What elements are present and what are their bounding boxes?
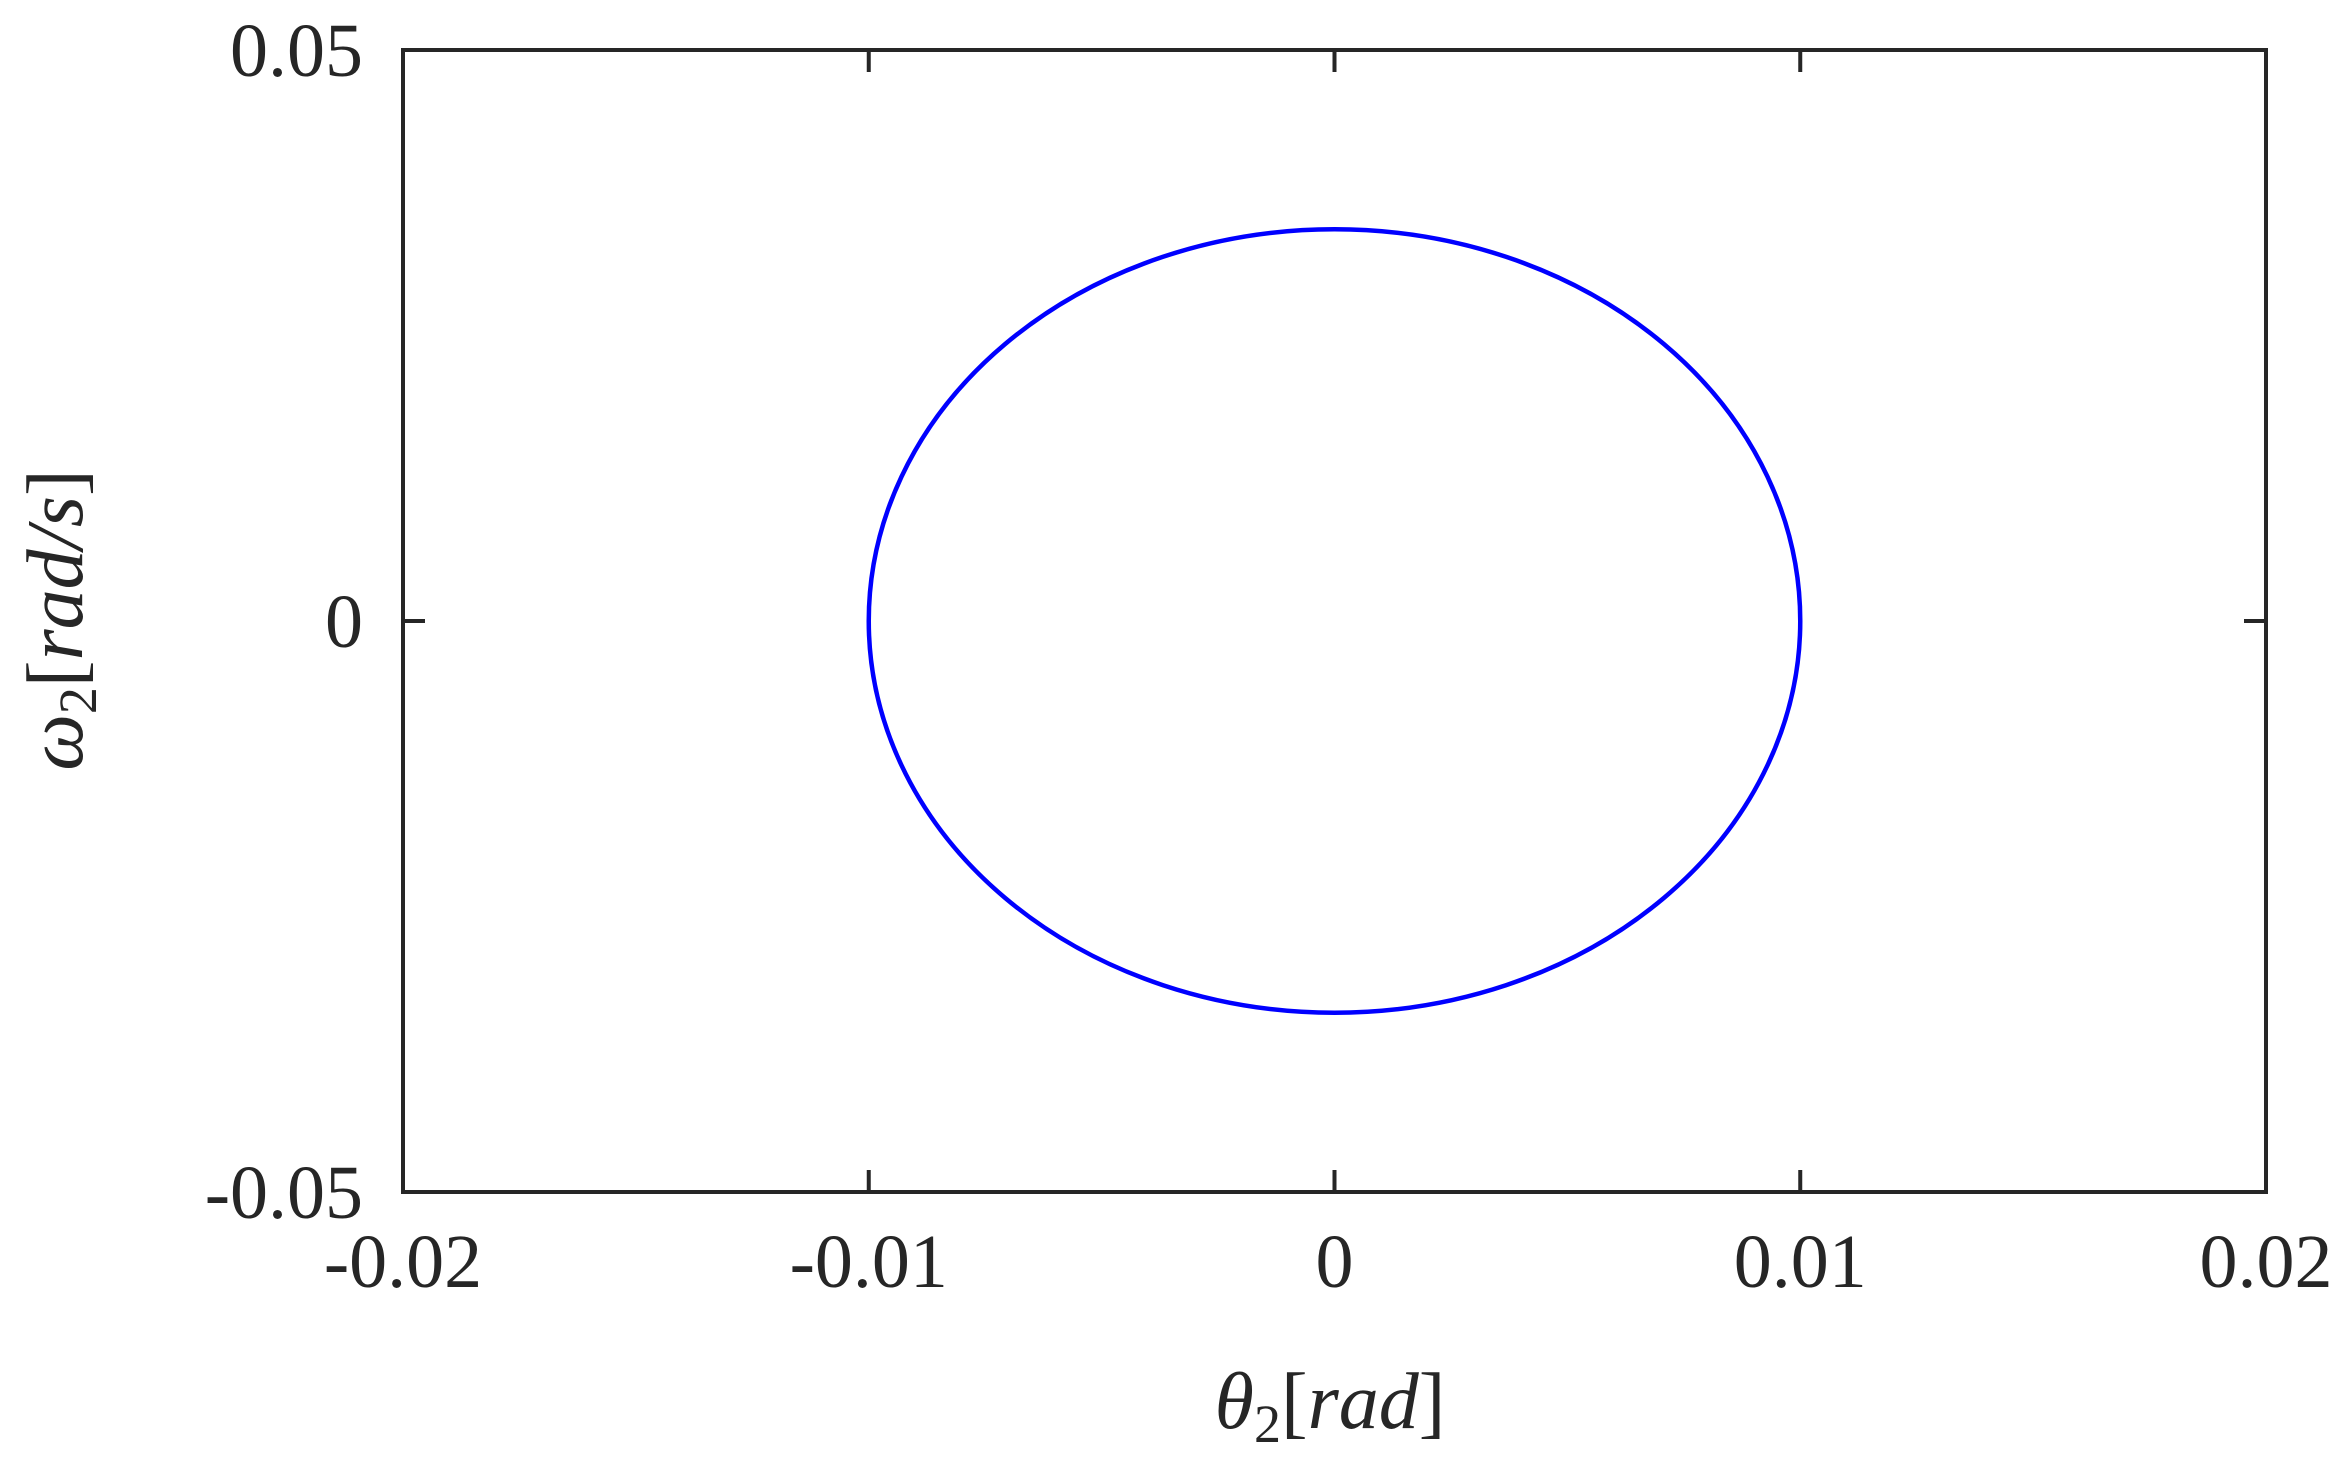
x-tick-label: -0.02 — [324, 1220, 482, 1304]
x-tick-label: 0 — [1316, 1220, 1354, 1304]
x-axis-label: θ2[rad] — [1215, 1358, 1446, 1454]
y-axis-label: ω2[rad/s] — [12, 469, 108, 770]
y-tick-label: -0.05 — [205, 1151, 363, 1235]
y-tick-label: 0.05 — [230, 9, 363, 93]
axes-frame — [401, 48, 2268, 1194]
y-tick-label: 0 — [325, 580, 363, 664]
x-tick-label: 0.01 — [1734, 1220, 1867, 1304]
plot-area — [866, 227, 1803, 1015]
x-tick-label: -0.01 — [790, 1220, 948, 1304]
tick-labels: -0.02 -0.01 0 0.01 0.02 -0.05 0 0.05 — [205, 9, 2333, 1304]
x-tick-label: 0.02 — [2200, 1220, 2333, 1304]
axis-ticks — [401, 48, 2268, 1194]
series-0-line — [866, 227, 1803, 1015]
